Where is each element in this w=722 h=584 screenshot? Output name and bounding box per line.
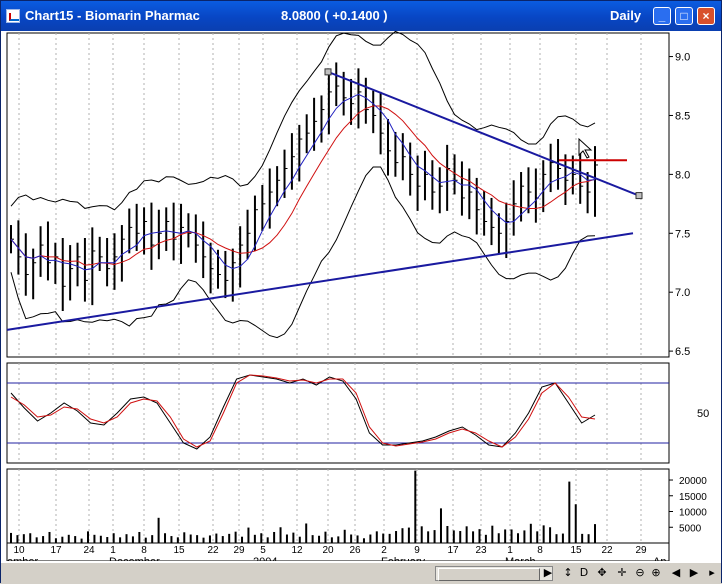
x-tick-label: 29 [233, 545, 245, 556]
y-tick-label: 6.5 [675, 346, 690, 358]
chart-app-icon [6, 9, 20, 23]
trendline-handle [324, 68, 332, 76]
x-tick-label: 17 [447, 545, 459, 556]
x-tick-label: 2 [381, 545, 387, 556]
cursor-icon [578, 137, 593, 159]
lower-band [10, 166, 596, 339]
volume-tick-label: 5000 [679, 523, 702, 534]
bottom-toolbar: ▶ ↕ D ✥ ✛ ⊖ ⊕ ◀ ▶ ▸ [1, 562, 721, 584]
month-label: ember [7, 556, 39, 561]
x-tick-label: 17 [50, 545, 62, 556]
minimize-icon[interactable]: _ [653, 7, 671, 25]
stochastic-tick-label: 50 [697, 408, 709, 420]
volume-tick-label: 20000 [679, 476, 707, 487]
maximize-icon[interactable]: □ [675, 7, 693, 25]
stochastic-signal-line [10, 374, 596, 448]
month-label: Ap [653, 556, 666, 561]
y-tick-label: 9.0 [675, 52, 690, 64]
scroll-thumb[interactable] [438, 568, 540, 581]
volume-tick-label: 15000 [679, 492, 707, 503]
upper-band [10, 31, 596, 211]
toggle-icon[interactable]: ↕ [563, 566, 573, 579]
moving-average-blue [10, 93, 596, 271]
volume-tick-label: 10000 [679, 508, 707, 519]
scroll-right-icon[interactable]: ▶ [543, 566, 553, 579]
y-tick-label: 8.0 [675, 169, 690, 181]
x-tick-label: 29 [635, 545, 647, 556]
horizontal-scrollbar[interactable] [435, 566, 553, 581]
month-label: 2004 [253, 556, 277, 561]
scroll-left-icon[interactable]: ◀ [671, 566, 681, 579]
x-tick-label: 15 [173, 545, 185, 556]
window-title: Chart15 - Biomarin Pharmac [25, 8, 200, 23]
title-bar[interactable]: Chart15 - Biomarin Pharmac 8.0800 ( +0.1… [1, 1, 721, 31]
price-readout: 8.0800 ( +0.1400 ) [281, 8, 388, 23]
x-tick-label: 10 [13, 545, 25, 556]
resistance-trendline [327, 70, 640, 197]
x-tick-label: 15 [570, 545, 582, 556]
x-tick-label: 8 [537, 545, 543, 556]
close-icon[interactable]: × [697, 7, 715, 25]
period-label[interactable]: Daily [610, 8, 642, 23]
zoom-out-icon[interactable]: ⊖ [635, 566, 645, 579]
support-trendline [6, 232, 634, 331]
x-tick-label: 8 [141, 545, 147, 556]
month-label: March [505, 556, 536, 561]
y-tick-label: 7.0 [675, 287, 690, 299]
scroll-end-icon[interactable]: ▸ [709, 566, 715, 579]
x-tick-label: 5 [260, 545, 266, 556]
scroll-right-end-icon[interactable]: ▶ [689, 566, 699, 579]
y-tick-label: 8.5 [675, 110, 690, 122]
x-tick-label: 22 [601, 545, 613, 556]
move-icon[interactable]: ✛ [617, 566, 627, 579]
month-label: February [381, 556, 426, 561]
x-tick-label: 1 [507, 545, 513, 556]
x-tick-label: 22 [207, 545, 219, 556]
x-tick-label: 24 [83, 545, 95, 556]
daily-d-icon[interactable]: D [579, 566, 589, 579]
month-label: December [109, 556, 160, 561]
x-tick-label: 1 [110, 545, 116, 556]
volume-panel [6, 468, 670, 544]
x-tick-label: 20 [322, 545, 334, 556]
x-tick-label: 9 [414, 545, 420, 556]
chart-area[interactable]: 10172418152229512202629172318152229ember… [1, 31, 721, 561]
zoom-in-icon[interactable]: ⊕ [651, 566, 661, 579]
cross-arrows-icon[interactable]: ✥ [597, 566, 607, 579]
trendline-handle [635, 192, 643, 200]
y-tick-label: 7.5 [675, 228, 690, 240]
x-tick-label: 12 [291, 545, 303, 556]
price-panel [6, 32, 670, 358]
moving-average-red [10, 105, 596, 266]
x-tick-label: 26 [349, 545, 361, 556]
x-tick-label: 23 [475, 545, 487, 556]
stochastic-panel [6, 362, 670, 464]
